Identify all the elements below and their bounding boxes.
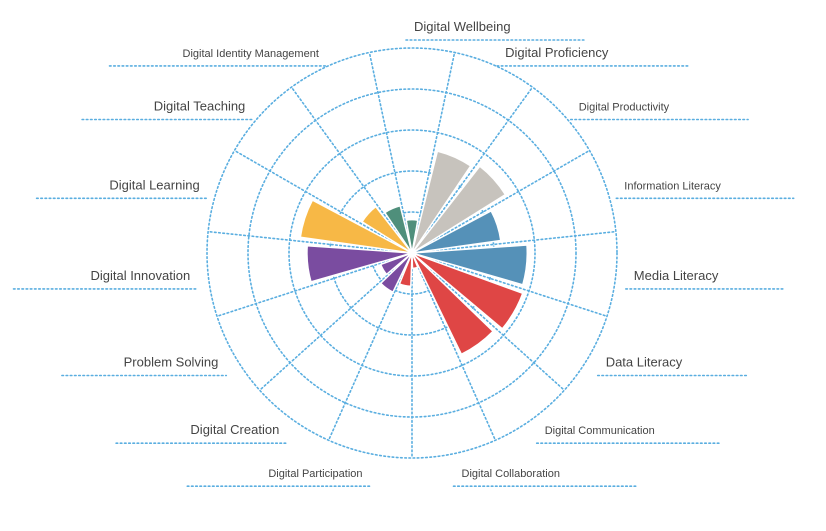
bar-digital-collaboration[interactable] (411, 252, 419, 270)
label-digital-learning: Digital Learning (109, 177, 199, 192)
grid-spoke (417, 267, 497, 442)
grid-spoke (207, 230, 397, 253)
label-digital-teaching: Digital Teaching (154, 99, 246, 114)
label-digital-innovation: Digital Innovation (90, 268, 190, 283)
bar-digital-participation[interactable] (398, 252, 413, 288)
grid-spoke (368, 51, 410, 238)
bar-digital-proficiency[interactable] (411, 150, 472, 254)
bar-problem-solving[interactable] (379, 252, 413, 276)
bar-digital-wellbeing[interactable] (405, 218, 419, 254)
grid-spoke (425, 149, 591, 246)
bar-digital-innovation[interactable] (306, 244, 413, 283)
polar-bars (299, 150, 529, 356)
bar-digital-teaching[interactable] (360, 205, 413, 254)
label-digital-communication: Digital Communication (545, 425, 655, 437)
label-digital-creation: Digital Creation (190, 422, 279, 437)
bar-data-literacy[interactable] (411, 252, 524, 330)
grid-spoke (290, 86, 404, 241)
label-data-literacy: Data Literacy (606, 355, 683, 370)
label-digital-collaboration: Digital Collaboration (462, 468, 560, 480)
label-information-literacy: Information Literacy (624, 180, 721, 192)
category-labels: Digital Wellbeing Digital Proficiency Digi… (12, 19, 795, 488)
label-digital-identity-management: Digital Identity Management (183, 48, 319, 60)
label-digital-proficiency: Digital Proficiency (505, 45, 609, 60)
grid-spoke (420, 86, 534, 241)
grid-spoke (216, 257, 398, 318)
grid-ring (206, 47, 618, 459)
bar-information-literacy[interactable] (411, 209, 502, 254)
polar-grid (206, 47, 618, 459)
bar-digital-identity-management[interactable] (383, 204, 413, 254)
bar-digital-productivity[interactable] (411, 165, 507, 254)
label-problem-solving: Problem Solving (124, 355, 219, 370)
grid-spoke (426, 257, 608, 318)
bar-digital-communication[interactable] (411, 252, 495, 356)
bar-digital-learning[interactable] (299, 199, 413, 254)
label-media-literacy: Media Literacy (634, 268, 719, 283)
grid-spoke (258, 263, 401, 392)
label-digital-productivity: Digital Productivity (579, 102, 670, 114)
grid-spoke (233, 149, 399, 246)
label-digital-participation: Digital Participation (268, 468, 362, 480)
label-digital-wellbeing: Digital Wellbeing (414, 19, 511, 34)
grid-spoke (327, 267, 407, 442)
bar-digital-creation[interactable] (379, 252, 413, 294)
grid-spoke (423, 263, 566, 392)
grid-spoke (427, 230, 617, 253)
grid-spoke (414, 51, 456, 238)
bar-media-literacy[interactable] (411, 244, 529, 286)
